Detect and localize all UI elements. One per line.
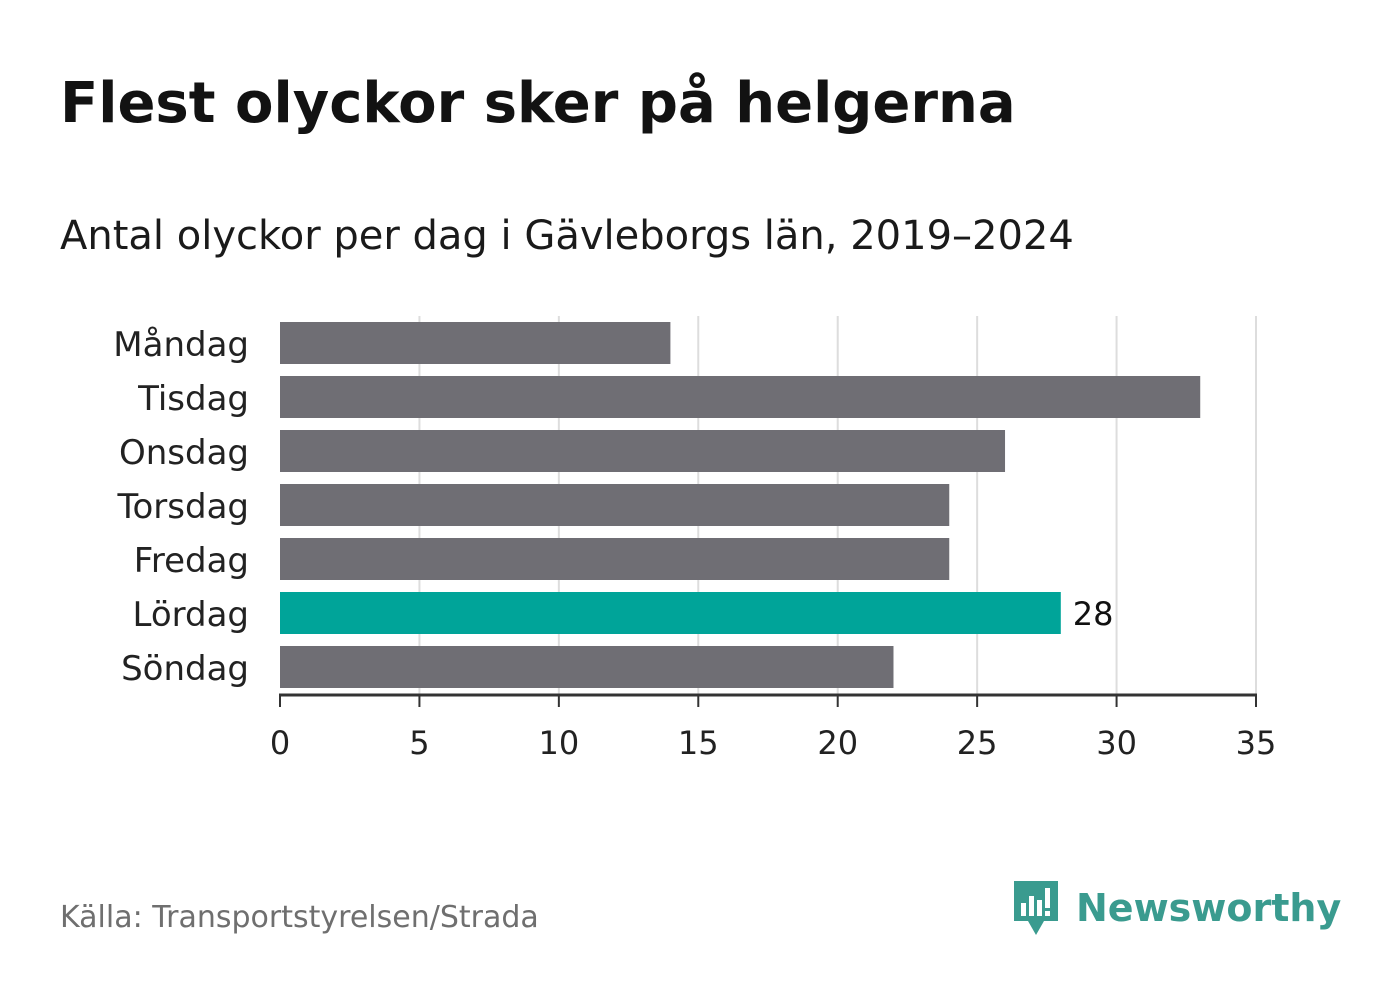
x-axis: 0 5 10 15 20 25 30 35	[270, 693, 1277, 762]
data-label: 28	[1073, 595, 1114, 633]
source-note: Källa: Transportstyrelsen/Strada	[60, 900, 539, 935]
x-tick-label: 0	[270, 724, 290, 762]
category-label: Fredag	[134, 541, 249, 581]
bars	[280, 322, 1201, 688]
bar-måndag	[280, 322, 671, 364]
x-tick-label: 30	[1096, 724, 1137, 762]
chart-subtitle: Antal olyckor per dag i Gävleborgs län, …	[60, 213, 1074, 259]
category-label: Måndag	[113, 325, 249, 365]
category-label: Lördag	[132, 595, 249, 635]
bar-söndag	[280, 646, 894, 688]
bar-torsdag	[280, 484, 950, 526]
bar-onsdag	[280, 430, 1006, 472]
bar-lördag	[280, 592, 1061, 634]
x-tick-label: 5	[409, 724, 429, 762]
category-label: Torsdag	[117, 487, 249, 527]
x-tick-label: 25	[957, 724, 998, 762]
newsworthy-logo-icon	[1014, 881, 1058, 935]
category-label: Söndag	[121, 649, 249, 689]
category-label: Tisdag	[137, 379, 249, 419]
bar-fredag	[280, 538, 950, 580]
category-label: Onsdag	[119, 433, 249, 473]
x-tick-label: 10	[538, 724, 579, 762]
x-tick-label: 15	[678, 724, 719, 762]
x-tick-label: 35	[1236, 724, 1277, 762]
chart-title: Flest olyckor sker på helgerna	[60, 71, 1016, 136]
newsworthy-logo: Newsworthy	[1010, 876, 1341, 940]
x-tick-label: 20	[817, 724, 858, 762]
bar-tisdag	[280, 376, 1201, 418]
logo-text: Newsworthy	[1076, 886, 1342, 930]
labels: Måndag Tisdag Onsdag Torsdag Fredag Lördag Sön…	[113, 325, 1113, 689]
